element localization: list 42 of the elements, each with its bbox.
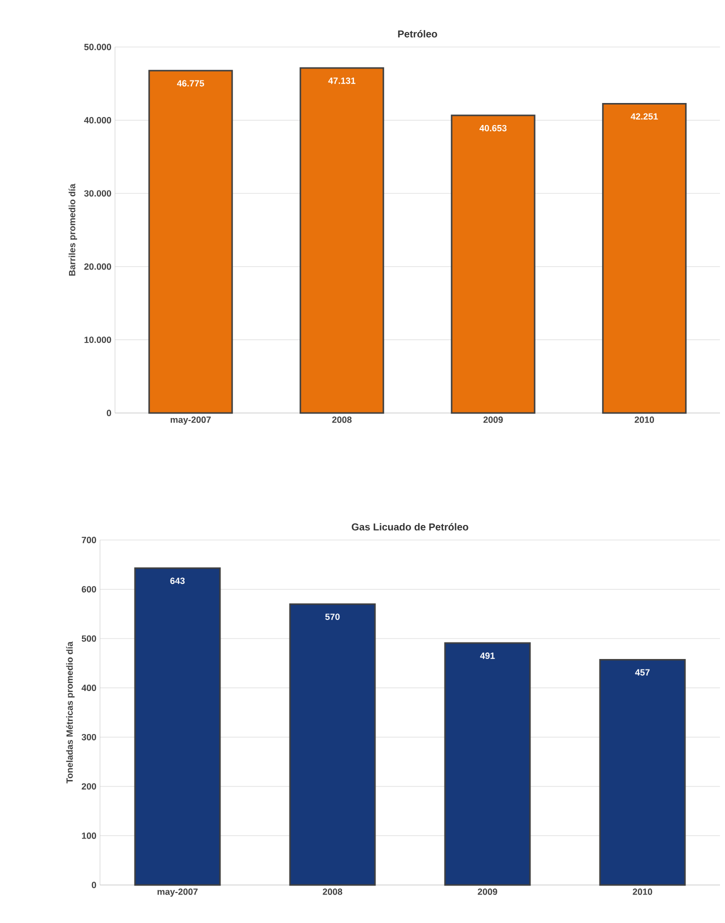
- y-tick-label: 50.000: [84, 44, 112, 50]
- x-tick-label: 2010: [632, 888, 652, 895]
- x-tick-label: 2009: [483, 416, 503, 423]
- y-tick-label: 600: [82, 586, 96, 592]
- bar: [450, 114, 536, 414]
- data-label: 40.653: [480, 124, 507, 132]
- data-label: 570: [325, 614, 340, 620]
- bar: [300, 67, 384, 414]
- y-tick-label: 0: [106, 410, 112, 416]
- bar: [602, 102, 687, 414]
- y-tick-label: 300: [82, 734, 96, 740]
- bar: [134, 567, 221, 886]
- y-tick-label: 40.000: [84, 117, 112, 124]
- x-tick-label: may-2007: [158, 888, 198, 897]
- y-tick-label: 700: [82, 536, 96, 544]
- y-tick-label: 20.000: [84, 263, 112, 270]
- bar: [444, 642, 531, 886]
- chart-title: Gas Licuado de Petróleo: [352, 523, 468, 530]
- y-tick-label: 400: [82, 684, 96, 692]
- x-tick-label: 2009: [478, 888, 498, 895]
- y-tick-label: 200: [82, 783, 96, 790]
- bar: [289, 603, 376, 886]
- data-label: 643: [170, 578, 185, 584]
- y-tick-label: 500: [82, 635, 96, 642]
- x-tick-label: may-2007: [170, 416, 211, 425]
- y-tick-label: 10.000: [84, 336, 112, 343]
- y-axis-title: Toneladas Métricas promedio día: [66, 642, 75, 784]
- x-tick-label: 2010: [634, 416, 654, 423]
- y-tick-label: 100: [82, 832, 96, 839]
- data-label: 42.251: [630, 113, 658, 120]
- bar: [148, 70, 233, 414]
- y-axis-title: Barriles promedio día: [68, 184, 78, 276]
- x-tick-label: 2008: [322, 888, 342, 895]
- y-tick-label: 0: [92, 882, 96, 888]
- data-label: 457: [635, 669, 650, 676]
- data-label: 491: [480, 652, 495, 659]
- data-label: 47.131: [328, 78, 356, 84]
- x-tick-label: 2008: [332, 416, 352, 423]
- y-tick-label: 30.000: [84, 190, 112, 197]
- data-label: 46.775: [177, 80, 204, 87]
- bar: [599, 659, 686, 886]
- chart-title: Petróleo: [398, 30, 438, 38]
